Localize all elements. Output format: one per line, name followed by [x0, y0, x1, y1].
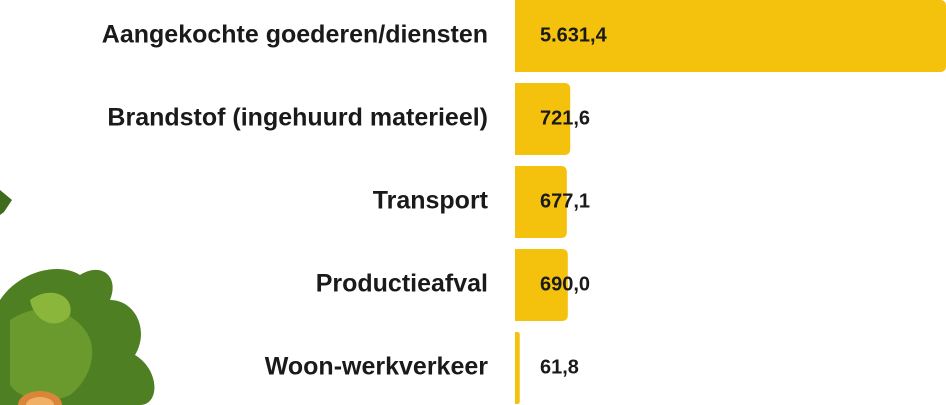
tree-illustration: [0, 190, 154, 405]
value-label: 61,8: [540, 356, 579, 378]
category-label: Transport: [373, 187, 489, 215]
category-label: Brandstof (ingehuurd materieel): [107, 104, 488, 132]
value-label: 690,0: [540, 273, 590, 295]
value-label: 721,6: [540, 107, 590, 129]
bar: [515, 332, 520, 404]
category-label: Productieafval: [316, 270, 488, 298]
page: Aangekochte goederen/diensten 5.631,4 Bran…: [0, 0, 946, 405]
value-label: 677,1: [540, 190, 590, 212]
category-label: Woon-werkverkeer: [265, 353, 489, 381]
chart: Aangekochte goederen/diensten 5.631,4 Bran…: [0, 0, 946, 405]
category-label: Aangekochte goederen/diensten: [102, 21, 488, 49]
value-label: 5.631,4: [540, 24, 608, 46]
